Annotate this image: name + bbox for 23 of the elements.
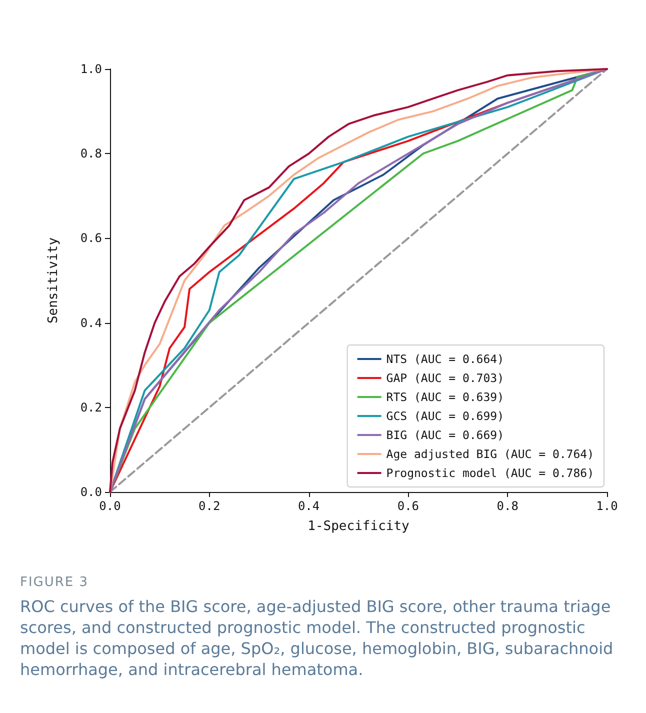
text: ROC curves of the BIG score, age-adjusted BIG score, other trauma triage scores, and constructed prognostic model. The constructed prognostic model is composed of age, SpO₂, glucose, hemoglobin, BIG, subarachnoid hemorrhage, and intracerebral hematoma. xyxy=(20,596,614,680)
legend-label: Age adjusted BIG (AUC = 0.764) xyxy=(386,447,594,461)
x-tick-label: 0.0 xyxy=(99,499,121,513)
y-axis-title: Sensitivity xyxy=(46,237,61,324)
x-tick-label: 1.0 xyxy=(596,499,618,513)
caption: FIGURE 3 xyxy=(20,575,90,590)
y-tick-label: 0.8 xyxy=(80,146,102,161)
legend-label: RTS (AUC = 0.639) xyxy=(386,390,504,404)
y-tick-label: 0.0 xyxy=(80,485,102,499)
y-tick-label: 0.4 xyxy=(80,316,102,330)
legend-label: BIG (AUC = 0.669) xyxy=(386,428,504,442)
legend-label: GAP (AUC = 0.703) xyxy=(386,371,504,385)
y-tick-label: 1.0 xyxy=(80,62,102,76)
x-axis-title: 1-Specificity xyxy=(308,519,410,534)
x-tick-label: 0.2 xyxy=(198,499,220,513)
y-tick-label: 0.6 xyxy=(80,231,102,246)
x-tick-label: 0.8 xyxy=(496,499,518,513)
x-tick-label: 0.4 xyxy=(298,499,320,513)
legend-label: Prognostic model (AUC = 0.786) xyxy=(386,466,594,480)
legend-label: NTS (AUC = 0.664) xyxy=(386,352,504,366)
x-tick-label: 0.6 xyxy=(397,499,420,513)
legend-label: GCS (AUC = 0.699) xyxy=(386,409,504,423)
y-tick-label: 0.2 xyxy=(80,400,102,414)
